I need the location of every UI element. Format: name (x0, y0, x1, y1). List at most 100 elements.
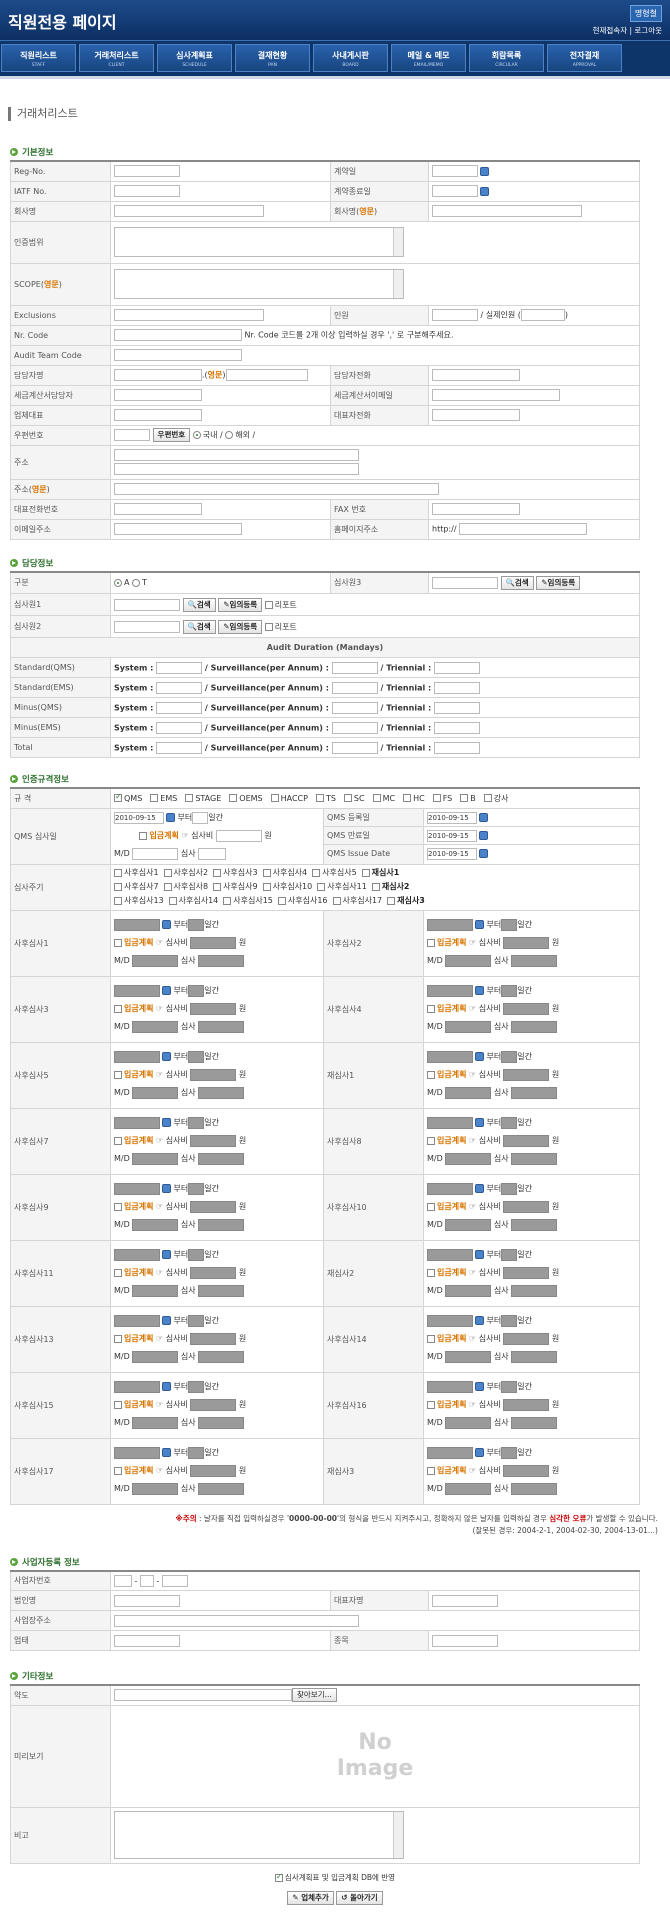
md-input[interactable] (132, 1416, 179, 1429)
nav-item[interactable]: 심사계획표 SCHEDULE (157, 44, 232, 72)
audit-input[interactable] (198, 1416, 245, 1429)
fee-input[interactable] (215, 829, 262, 842)
nr-code-input[interactable] (114, 329, 242, 341)
calendar-icon[interactable] (162, 1316, 171, 1325)
zip-search-button[interactable]: 우편번호 (152, 428, 191, 442)
standard-checkbox[interactable] (229, 794, 238, 803)
calendar-icon[interactable] (479, 813, 488, 822)
cert-scope-textarea[interactable] (114, 227, 404, 257)
standard-checkbox[interactable] (114, 792, 122, 803)
fee-input[interactable] (503, 1134, 550, 1147)
fee-input[interactable] (190, 1464, 237, 1477)
cycle-checkbox[interactable] (277, 896, 286, 905)
address-input-1[interactable] (114, 449, 359, 461)
company-en-input[interactable] (432, 205, 582, 217)
qms-audit-date[interactable]: 2010-09-15 (114, 811, 164, 824)
standard-checkbox[interactable] (372, 794, 381, 803)
tax-email-input[interactable] (432, 389, 560, 401)
qms-end-date[interactable]: 2010-09-15 (427, 829, 477, 842)
calendar-icon[interactable] (480, 166, 489, 176)
cycle-checkbox[interactable] (114, 882, 122, 891)
standard-checkbox[interactable] (185, 794, 194, 803)
md-input[interactable] (445, 1218, 492, 1231)
audit-input[interactable] (198, 1284, 245, 1297)
file-input[interactable] (114, 1689, 292, 1702)
domestic-radio[interactable] (192, 431, 201, 439)
calendar-icon[interactable] (162, 1448, 171, 1457)
header-links[interactable]: 현재접속자 | 로그아웃 (592, 26, 662, 35)
standard-checkbox[interactable] (343, 794, 352, 803)
cycle-checkbox[interactable] (371, 882, 380, 891)
plan-checkbox[interactable] (427, 1136, 435, 1145)
calendar-icon[interactable] (475, 986, 484, 995)
scope-en-textarea[interactable] (114, 269, 404, 299)
audit-date-input[interactable] (114, 1116, 160, 1129)
plan-checkbox[interactable] (114, 1466, 122, 1475)
fax-input[interactable] (432, 503, 520, 515)
days-input[interactable] (188, 984, 205, 997)
audit-date-input[interactable] (427, 918, 473, 931)
plan-checkbox[interactable] (114, 938, 122, 947)
ceo-input[interactable] (114, 409, 202, 421)
biz-no-3[interactable] (161, 1574, 188, 1587)
exclusions-input[interactable] (114, 309, 264, 321)
cycle-checkbox[interactable] (163, 868, 172, 877)
audit-input[interactable] (511, 1152, 558, 1165)
cycle-checkbox[interactable] (262, 882, 271, 891)
auditor1-report-checkbox[interactable] (264, 600, 273, 609)
biz-item-input[interactable] (432, 1634, 498, 1647)
days-input[interactable] (188, 1182, 205, 1195)
audit-date-input[interactable] (427, 1050, 473, 1063)
system-input[interactable] (156, 661, 203, 674)
surv-input[interactable] (331, 741, 378, 754)
auditor2-report-checkbox[interactable] (264, 622, 273, 631)
audit-input[interactable] (198, 1350, 245, 1363)
fee-input[interactable] (503, 1398, 550, 1411)
rep-input[interactable] (432, 1594, 498, 1607)
calendar-icon[interactable] (475, 1184, 484, 1193)
days-input[interactable] (501, 1050, 518, 1063)
surv-input[interactable] (331, 681, 378, 694)
audit-date-input[interactable] (427, 1116, 473, 1129)
nav-item[interactable]: 회람목록 CIRCULAR (469, 44, 544, 72)
fee-input[interactable] (190, 1068, 237, 1081)
fee-input[interactable] (190, 1134, 237, 1147)
calendar-icon[interactable] (475, 1448, 484, 1457)
nav-item[interactable]: 메일 & 메모 EMAIL/MEMO (391, 44, 466, 72)
calendar-icon[interactable] (475, 1382, 484, 1391)
biz-type-input[interactable] (114, 1634, 180, 1647)
contact-input[interactable] (114, 369, 202, 381)
surv-input[interactable] (331, 721, 378, 734)
audit-date-input[interactable] (114, 918, 160, 931)
standard-checkbox[interactable] (150, 794, 159, 803)
plan-checkbox[interactable] (114, 1334, 122, 1343)
calendar-icon[interactable] (479, 849, 488, 858)
fee-input[interactable] (190, 1266, 237, 1279)
scrollbar[interactable] (393, 228, 403, 256)
audit-input[interactable] (198, 847, 227, 860)
plan-checkbox[interactable] (114, 1268, 122, 1277)
days-input[interactable] (501, 1380, 518, 1393)
audit-date-input[interactable] (427, 1446, 473, 1459)
system-input[interactable] (156, 701, 203, 714)
qms-days-input[interactable] (192, 811, 209, 824)
plan-checkbox[interactable] (427, 1202, 435, 1211)
reflect-checkbox[interactable] (274, 1872, 283, 1882)
type-a-radio[interactable] (114, 578, 122, 587)
fee-input[interactable] (503, 1464, 550, 1477)
audit-input[interactable] (511, 1482, 558, 1495)
calendar-icon[interactable] (480, 186, 489, 196)
audit-input[interactable] (511, 1020, 558, 1033)
audit-date-input[interactable] (114, 1314, 160, 1327)
days-input[interactable] (188, 1050, 205, 1063)
staff-actual-input[interactable] (520, 309, 565, 321)
standard-checkbox[interactable] (432, 794, 441, 803)
contact-phone-input[interactable] (432, 369, 520, 381)
plan-checkbox[interactable] (427, 1268, 435, 1277)
contract-date-input[interactable] (432, 165, 478, 178)
audit-team-input[interactable] (114, 349, 242, 361)
audit-date-input[interactable] (114, 1050, 160, 1063)
audit-input[interactable] (198, 954, 245, 967)
audit-date-input[interactable] (427, 1314, 473, 1327)
nav-item[interactable]: 사내게시판 BOARD (313, 44, 388, 72)
